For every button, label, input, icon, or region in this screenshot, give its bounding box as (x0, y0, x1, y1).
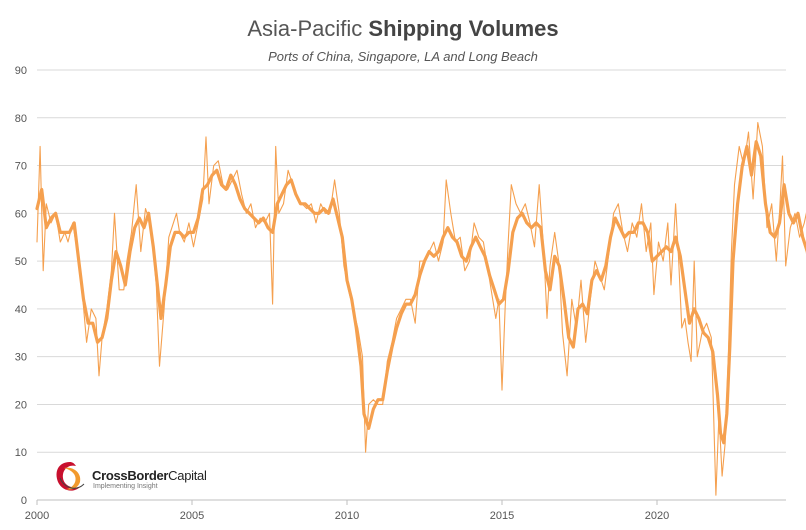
series-line-thin (36, 122, 806, 496)
x-tick-label: 2020 (645, 510, 669, 522)
y-tick-label: 60 (15, 208, 27, 220)
y-tick-label: 70 (15, 161, 27, 173)
x-tick-label: 2010 (335, 510, 359, 522)
logo-mark-icon (56, 462, 85, 491)
y-tick-label: 80 (15, 113, 27, 125)
chart-subtitle: Ports of China, Singapore, LA and Long B… (268, 49, 538, 64)
title-light: Asia-Pacific (247, 16, 363, 41)
y-axis-ticks: 0 10 20 30 40 50 60 70 80 90 (15, 65, 27, 507)
x-tick-label: 2015 (490, 510, 514, 522)
logo-brand: CrossBorderCapital (92, 468, 207, 483)
series-lines (35, 122, 806, 496)
crossborder-logo: CrossBorderCapital Implementing Insight (52, 458, 222, 498)
chart-title: Asia-Pacific Shipping Volumes (0, 16, 806, 42)
y-tick-label: 0 (21, 495, 27, 507)
y-tick-label: 30 (15, 352, 27, 364)
x-tick-label: 2005 (180, 510, 204, 522)
y-tick-label: 40 (15, 304, 27, 316)
logo-brand-light: Capital (168, 468, 207, 483)
logo-tagline: Implementing Insight (93, 483, 158, 490)
title-bold: Shipping Volumes (368, 16, 559, 41)
y-tick-label: 50 (15, 256, 27, 268)
y-tick-label: 20 (15, 399, 27, 411)
series-line-thick (35, 140, 806, 445)
y-tick-label: 90 (15, 65, 27, 77)
x-tick-label: 2000 (25, 510, 49, 522)
logo-brand-bold: CrossBorder (92, 468, 169, 483)
y-tick-label: 10 (15, 447, 27, 459)
gridlines (37, 69, 786, 501)
x-axis-ticks: 2000 2005 2010 2015 2020 (25, 500, 669, 522)
